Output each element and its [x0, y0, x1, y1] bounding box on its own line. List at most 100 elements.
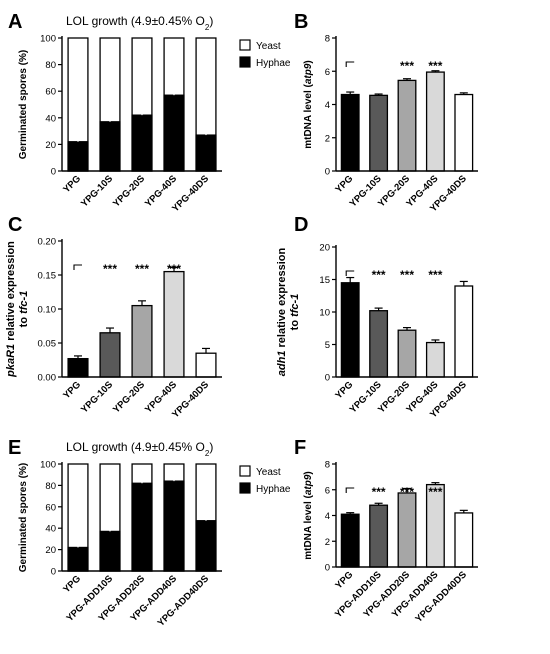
- significance-label: ***: [201, 510, 212, 520]
- y-tick-label: 40: [45, 113, 56, 124]
- y-tick-label: 80: [45, 481, 56, 492]
- bar: [397, 329, 417, 378]
- significance-label: ***: [105, 109, 116, 119]
- reference-marker: [345, 270, 355, 276]
- y-axis-label: mtDNA level (atp9): [303, 60, 314, 149]
- significance-label: ***: [428, 268, 442, 282]
- bar: [425, 71, 445, 172]
- bar-hyphae: [67, 546, 89, 572]
- y-tick-label: 0: [51, 567, 56, 578]
- legend-label-yeast: Yeast: [256, 41, 281, 52]
- panel-e: E LOL growth (4.9±0.45% O2) 0 20 40 60 80 100 **…: [8, 437, 291, 629]
- legend-swatch-yeast: [239, 465, 251, 477]
- bar-hyphae: [99, 121, 121, 172]
- x-tick-label: YPG: [61, 573, 83, 595]
- bar: [67, 357, 89, 378]
- y-tick-label: 60: [45, 502, 56, 513]
- significance-label: ***: [400, 485, 414, 499]
- bar-hyphae: [163, 480, 185, 572]
- bar: [163, 270, 185, 378]
- y-tick-label: 0: [325, 373, 330, 384]
- significance-label: ***: [137, 470, 148, 480]
- bar: [369, 310, 389, 378]
- y-tick-label: 0.00: [38, 373, 57, 384]
- x-tick-label: YPG: [333, 173, 355, 195]
- y-tick-label: 2: [325, 133, 330, 144]
- bar-hyphae: [195, 134, 217, 172]
- bar: [195, 352, 217, 378]
- y-tick-label: 10: [319, 308, 330, 319]
- y-tick-label: 6: [325, 485, 330, 496]
- legend-swatch-yeast: [239, 39, 251, 51]
- bar: [340, 93, 360, 172]
- x-tick-label: YPG: [333, 569, 355, 591]
- y-axis-label-line1: adh1 relative expression: [276, 248, 288, 377]
- significance-label: ***: [137, 102, 148, 112]
- chart-title: LOL growth (4.9±0.45% O2): [66, 14, 213, 32]
- y-axis-label: mtDNA level (atp9): [303, 471, 314, 560]
- y-axis-label-line1: pkaR1 relative expression: [5, 241, 17, 378]
- y-axis-label: Germinated spores (%): [18, 463, 29, 572]
- bar: [340, 282, 360, 378]
- bar: [454, 512, 474, 568]
- legend-swatch-hyphae: [239, 56, 251, 68]
- significance-label: ***: [400, 59, 414, 73]
- significance-label: ***: [135, 262, 149, 276]
- reference-marker: [73, 264, 82, 270]
- panel-c: C 0.00 0.05 0.10 0.15 0.20 *** *** *** YPGYPG-10S…: [5, 214, 222, 420]
- y-tick-label: 15: [319, 275, 330, 286]
- bar: [425, 341, 445, 378]
- panel-letter: A: [8, 11, 22, 33]
- y-tick-label: 20: [45, 140, 56, 151]
- y-tick-label: 0.20: [38, 237, 57, 248]
- x-tick-label: YPG-20S: [111, 379, 147, 415]
- y-tick-label: 0.15: [38, 271, 57, 282]
- y-tick-label: 100: [40, 34, 56, 45]
- reference-marker: [345, 487, 355, 493]
- significance-label: ***: [400, 268, 414, 282]
- y-tick-label: 0: [325, 563, 330, 574]
- x-tick-label: YPG-ADD40DS: [413, 569, 469, 625]
- x-tick-label: YPG-10S: [79, 173, 115, 209]
- y-tick-label: 4: [325, 100, 330, 111]
- y-axis-label: Germinated spores (%): [18, 50, 29, 159]
- bar: [454, 93, 474, 172]
- bar: [340, 513, 360, 568]
- y-tick-label: 20: [319, 243, 330, 254]
- y-axis-label-line2: to tfc-1: [18, 291, 30, 328]
- y-tick-label: 8: [325, 34, 330, 45]
- bar: [397, 492, 417, 568]
- bar-hyphae: [67, 141, 89, 172]
- y-tick-label: 20: [45, 545, 56, 556]
- legend-label-hyphae: Hyphae: [256, 484, 291, 495]
- significance-label: ***: [372, 485, 386, 499]
- panel-letter: F: [294, 437, 306, 459]
- x-tick-label: YPG: [61, 379, 83, 401]
- bar: [454, 285, 474, 378]
- y-tick-label: 4: [325, 511, 330, 522]
- panel-letter: B: [294, 11, 308, 33]
- panel-a: A LOL growth (4.9±0.45% O2) 0 20 40 60 80 100 **…: [8, 11, 291, 214]
- significance-label: ***: [167, 262, 181, 276]
- y-tick-label: 40: [45, 524, 56, 535]
- y-tick-label: 0.05: [38, 339, 57, 350]
- reference-marker: [345, 61, 355, 67]
- bar-hyphae: [195, 520, 217, 572]
- significance-label: ***: [169, 467, 180, 477]
- panel-letter: C: [8, 214, 22, 236]
- significance-label: ***: [372, 268, 386, 282]
- bar: [99, 332, 121, 378]
- significance-label: ***: [105, 520, 116, 530]
- bar-hyphae: [131, 114, 153, 172]
- bar: [369, 94, 389, 172]
- x-tick-label: YPG-20S: [111, 173, 147, 209]
- y-tick-label: 0: [325, 167, 330, 178]
- significance-label: ***: [428, 59, 442, 73]
- x-tick-label: YPG: [333, 379, 355, 401]
- chart-title: LOL growth (4.9±0.45% O2): [66, 440, 213, 458]
- bar-hyphae: [131, 482, 153, 572]
